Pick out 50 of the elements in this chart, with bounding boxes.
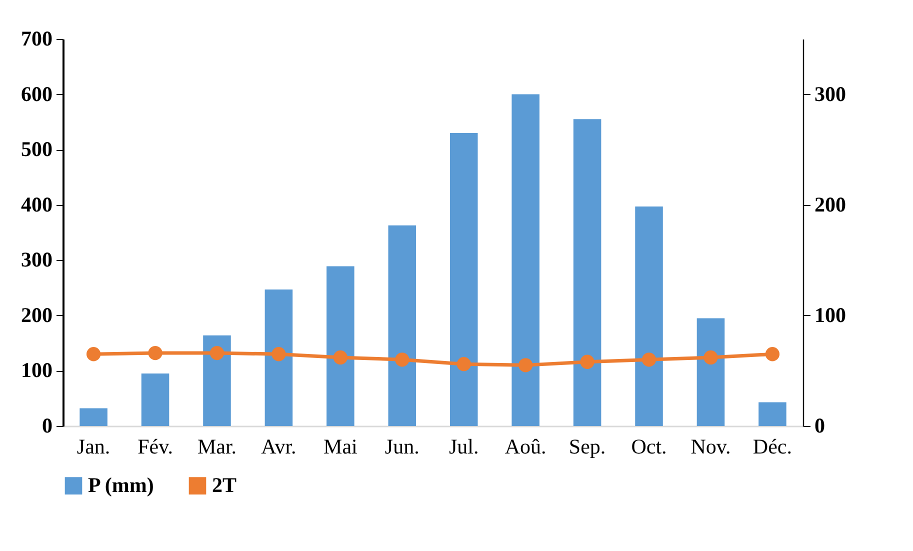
- bar: [512, 94, 540, 426]
- bar: [450, 132, 478, 426]
- x-tick-label: Sep.: [568, 434, 606, 458]
- point: [580, 354, 594, 369]
- x-tick-label: Mai: [324, 434, 358, 458]
- y-tick-label: 0: [42, 414, 52, 438]
- y2-tick-label: 200: [814, 192, 846, 216]
- bar: [203, 335, 231, 426]
- y-tick-label: 400: [21, 192, 52, 216]
- point: [272, 347, 286, 362]
- bar: [635, 206, 663, 426]
- bar: [573, 119, 602, 426]
- point: [704, 350, 718, 365]
- point: [395, 352, 410, 367]
- y2-tick-label: 0: [814, 414, 825, 438]
- y-tick-label: 500: [21, 137, 52, 162]
- point: [210, 346, 224, 360]
- bar: [388, 225, 416, 426]
- x-tick-label: Avr.: [261, 434, 296, 458]
- x-tick-label: Mar.: [197, 434, 237, 458]
- x-tick-label: Jul.: [448, 434, 479, 458]
- bar: [758, 402, 786, 426]
- x-tick-label: Aoû.: [504, 434, 546, 458]
- point: [765, 347, 780, 362]
- y2-tick-label: 100: [814, 302, 846, 327]
- y-tick-label: 700: [21, 26, 52, 50]
- legend-label: 2T: [212, 472, 237, 497]
- point: [86, 347, 101, 362]
- x-tick-label: Jun.: [384, 434, 420, 458]
- bar: [326, 266, 354, 426]
- y-tick-label: 300: [21, 248, 52, 272]
- point: [518, 358, 533, 372]
- y-tick-label: 600: [21, 82, 52, 106]
- legend-label: P (mm): [88, 472, 154, 497]
- x-tick-label: Fév.: [138, 434, 173, 458]
- bar: [141, 373, 170, 426]
- y-tick-label: 100: [21, 358, 52, 382]
- x-tick-label: Oct.: [631, 434, 667, 458]
- y-tick-label: 200: [21, 302, 52, 327]
- bar: [80, 408, 108, 426]
- point: [642, 352, 656, 367]
- x-tick-label: Déc.: [752, 434, 792, 458]
- point: [456, 357, 471, 372]
- y2-tick-label: 300: [814, 82, 846, 106]
- bar: [696, 318, 725, 426]
- x-tick-label: Jan.: [76, 434, 110, 458]
- x-tick-label: Nov.: [690, 434, 731, 458]
- point: [333, 350, 348, 365]
- bar: [264, 289, 293, 426]
- point: [148, 346, 162, 360]
